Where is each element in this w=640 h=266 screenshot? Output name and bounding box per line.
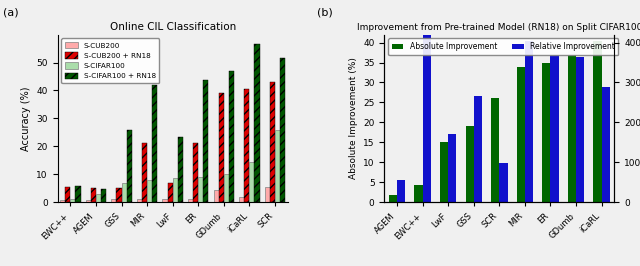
- Bar: [568, 55, 576, 202]
- Bar: [70, 200, 76, 202]
- Bar: [499, 163, 508, 202]
- Title: Improvement from Pre-trained Model (RN18) on Split CIFAR100: Improvement from Pre-trained Model (RN18…: [356, 23, 640, 32]
- Bar: [448, 134, 456, 202]
- Bar: [193, 143, 198, 202]
- Bar: [86, 200, 91, 202]
- Bar: [122, 183, 127, 202]
- Bar: [474, 97, 482, 202]
- Bar: [127, 130, 132, 202]
- Y-axis label: Accuracy (%): Accuracy (%): [21, 86, 31, 151]
- Text: (b): (b): [317, 8, 333, 18]
- Bar: [152, 85, 157, 202]
- Bar: [137, 200, 142, 202]
- Bar: [550, 55, 559, 202]
- Bar: [491, 98, 499, 202]
- Bar: [270, 82, 275, 202]
- Bar: [389, 195, 397, 202]
- Bar: [516, 66, 525, 202]
- Bar: [111, 200, 116, 202]
- Bar: [422, 35, 431, 202]
- Bar: [593, 41, 602, 202]
- Bar: [76, 186, 81, 202]
- Bar: [214, 190, 219, 202]
- Bar: [244, 89, 250, 202]
- Bar: [280, 58, 285, 202]
- Bar: [198, 177, 204, 202]
- Bar: [147, 180, 152, 202]
- Bar: [65, 187, 70, 202]
- Bar: [91, 188, 96, 202]
- Bar: [178, 136, 183, 202]
- Bar: [239, 197, 244, 202]
- Bar: [96, 194, 101, 202]
- Bar: [275, 130, 280, 202]
- Bar: [219, 93, 224, 202]
- Bar: [142, 143, 147, 202]
- Bar: [602, 87, 610, 202]
- Bar: [542, 63, 550, 202]
- Bar: [265, 187, 270, 202]
- Bar: [101, 189, 106, 202]
- Bar: [440, 142, 448, 202]
- Bar: [173, 178, 178, 202]
- Bar: [229, 71, 234, 202]
- Bar: [466, 126, 474, 202]
- Title: Online CIL Classification: Online CIL Classification: [109, 22, 236, 32]
- Bar: [525, 41, 533, 202]
- Bar: [255, 44, 260, 202]
- Bar: [224, 174, 229, 202]
- Bar: [250, 162, 255, 202]
- Bar: [415, 185, 422, 202]
- Bar: [397, 180, 405, 202]
- Bar: [204, 80, 209, 202]
- Bar: [163, 200, 168, 202]
- Legend: S-CUB200, S-CUB200 + RN18, S-CIFAR100, S-CIFAR100 + RN18: S-CUB200, S-CUB200 + RN18, S-CIFAR100, S…: [61, 38, 159, 83]
- Bar: [60, 200, 65, 202]
- Bar: [576, 57, 584, 202]
- Bar: [116, 188, 122, 202]
- Y-axis label: Absolute Improvement (%): Absolute Improvement (%): [349, 57, 358, 179]
- Text: (a): (a): [3, 8, 19, 18]
- Bar: [168, 183, 173, 202]
- Legend: Absolute Improvement, Relative Improvement: Absolute Improvement, Relative Improveme…: [388, 38, 618, 55]
- Bar: [188, 200, 193, 202]
